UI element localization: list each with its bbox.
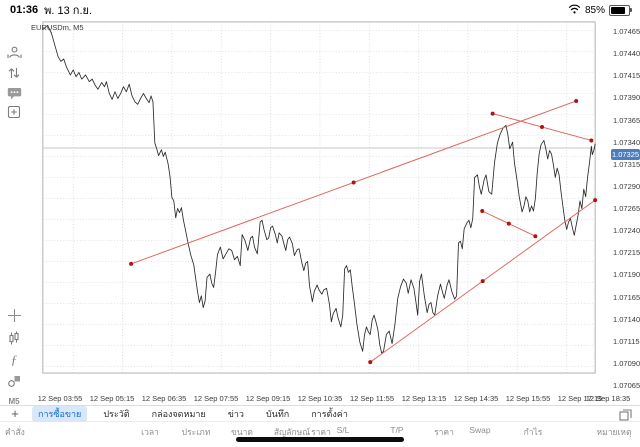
column-header: สัญลักษณ์ [273, 427, 311, 437]
battery-percent: 85% [584, 4, 605, 16]
home-indicator[interactable] [236, 437, 404, 442]
trendline-handle[interactable] [480, 209, 485, 213]
time-axis-label: 12 Sep 07:55 [193, 394, 239, 403]
trendline-handle[interactable] [480, 279, 485, 284]
tab-item[interactable]: บันทึก [265, 408, 290, 419]
price-axis-label: 1.07315 [613, 159, 640, 169]
time-axis-label: 12 Sep 10:35 [297, 394, 343, 403]
battery-icon [609, 4, 632, 16]
chart-symbol-label: EURUSDm, M5 [31, 23, 84, 32]
price-axis-label: 1.07240 [613, 226, 640, 236]
trendline-handle[interactable] [368, 360, 373, 365]
price-axis-label: 1.07215 [613, 248, 640, 258]
price-axis-label: 1.07065 [613, 381, 640, 390]
new-order-icon[interactable] [0, 105, 28, 124]
trendline-handle[interactable] [593, 198, 598, 203]
time-axis-label: 12 Sep 15:55 [505, 394, 551, 403]
chat-icon[interactable] [0, 86, 28, 105]
timeframe-button[interactable]: M5 [8, 397, 20, 406]
status-bar: 01:36 พ. 13 ก.ย. 85% [0, 0, 640, 20]
column-header: หมายเหตุ [596, 427, 632, 437]
column-header: Swap [469, 425, 491, 435]
bottom-tab-bar: + การซื้อขาย ประวัติ กล่องจดหมาย ข่าว บันทึก… [0, 405, 640, 422]
price-axis-label: 1.07290 [613, 181, 640, 191]
column-header: ราคา [311, 427, 331, 437]
add-chart-button[interactable]: + [11, 405, 19, 421]
chart-frame [42, 21, 596, 374]
tab-item[interactable]: ข่าว [227, 408, 244, 419]
column-header: ประเภท [181, 427, 211, 437]
price-axis-label: 1.07415 [613, 71, 640, 81]
trade-arrows-icon[interactable] [0, 66, 28, 85]
trendline-handle[interactable] [574, 98, 579, 103]
price-axis-label: 1.07465 [613, 27, 640, 36]
tab-item[interactable]: กล่องจดหมาย [151, 408, 206, 419]
time-axis-label: 12 Sep 18:35 [585, 394, 631, 403]
price-axis-label: 1.07365 [613, 115, 640, 125]
price-axis-label: 1.07115 [613, 336, 640, 346]
trendline-handle[interactable] [490, 111, 495, 116]
current-price-tag: 1.07325 [611, 149, 640, 161]
column-header: S/L [336, 425, 350, 435]
tab-selected-item[interactable]: การซื้อขาย [32, 405, 88, 422]
trendline-handle[interactable] [589, 138, 594, 143]
trendline-handle[interactable] [533, 234, 538, 239]
price-line [42, 24, 596, 354]
indicators-icon[interactable]: ƒ [10, 352, 18, 367]
price-axis-label: 1.07190 [613, 270, 640, 280]
clock: 01:36 [10, 4, 39, 16]
time-axis-label: 12 Sep 14:35 [453, 394, 499, 403]
price-axis-label: 1.07090 [613, 358, 640, 368]
price-chart[interactable] [28, 20, 610, 392]
column-header: T/P [390, 425, 404, 435]
tab-item[interactable]: ประวัติ [103, 408, 130, 419]
column-header: กำไร [523, 427, 543, 437]
column-header: คำสั่ง [5, 427, 25, 437]
time-axis-label: 12 Sep 06:35 [141, 394, 187, 403]
price-axis-label: 1.07165 [613, 292, 640, 302]
objects-icon[interactable] [0, 374, 28, 393]
trendline-handle[interactable] [506, 221, 511, 226]
column-header: ราคา [434, 427, 454, 437]
time-axis-label: 12 Sep 13:15 [401, 394, 447, 403]
time-axis-label: 12 Sep 05:15 [89, 394, 135, 403]
price-axis-label: 1.07140 [613, 314, 640, 324]
price-axis-label: 1.07440 [613, 49, 640, 59]
trendline-handle[interactable] [540, 125, 545, 130]
trendline-handle[interactable] [351, 180, 356, 185]
column-header: ขนาด [231, 427, 253, 437]
price-axis-label: 1.07265 [613, 204, 640, 213]
sidebar: ƒ M5 [0, 20, 28, 406]
chart-type-icon[interactable] [0, 331, 28, 351]
wifi-icon [568, 4, 581, 17]
price-axis-label: 1.07390 [613, 93, 640, 103]
tab-item[interactable]: การตั้งค่า [311, 408, 348, 419]
column-header: เวลา [141, 427, 159, 437]
price-axis-label: 1.07340 [613, 137, 640, 147]
crosshair-icon[interactable] [0, 308, 28, 328]
time-axis-label: 12 Sep 09:15 [245, 394, 291, 403]
trendline-handle[interactable] [129, 261, 134, 266]
status-date: พ. 13 ก.ย. [44, 5, 93, 17]
window-layout-icon[interactable] [619, 408, 632, 426]
account-icon[interactable] [0, 45, 28, 65]
time-axis-label: 12 Sep 11:55 [349, 394, 395, 403]
time-axis-label: 12 Sep 17:15 [557, 394, 603, 403]
time-axis-label: 12 Sep 03:55 [37, 394, 83, 403]
